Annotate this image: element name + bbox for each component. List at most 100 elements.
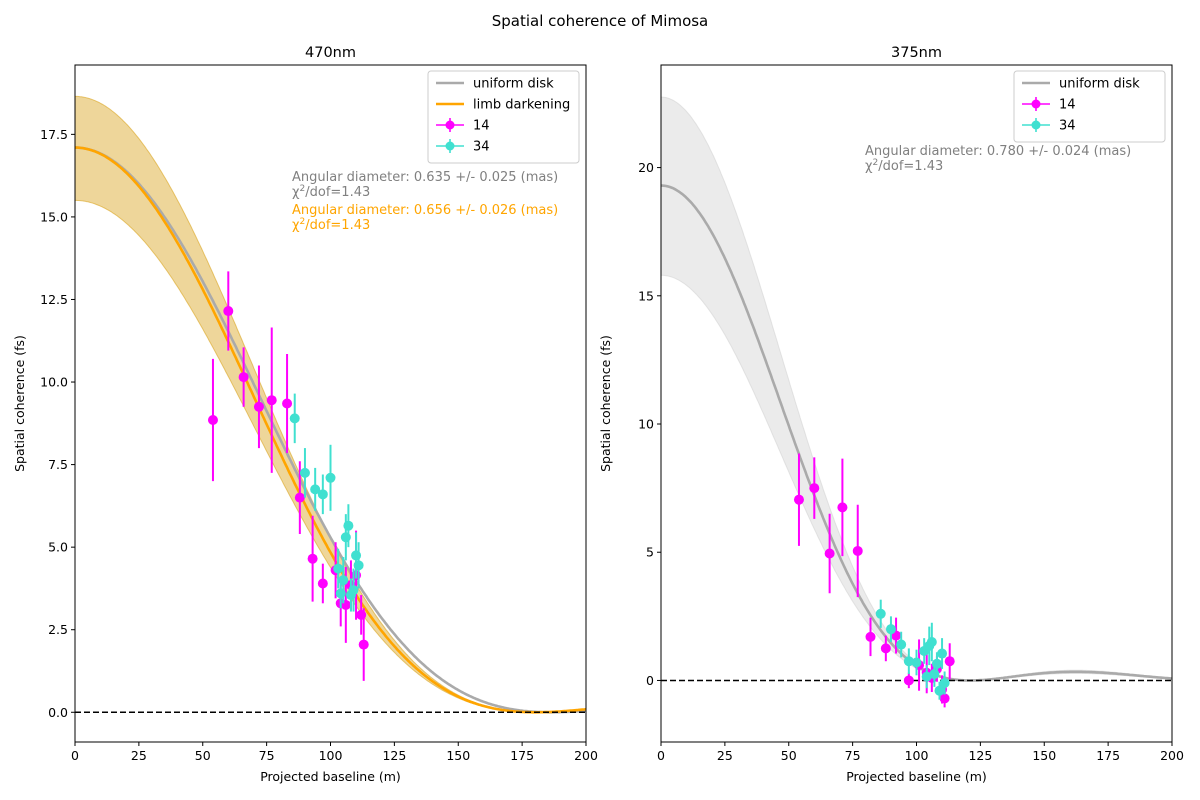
panel-2-xtick-label: 125	[968, 748, 992, 763]
panel-1-xtick-label: 25	[131, 748, 147, 763]
panel-1-data-point	[338, 575, 349, 586]
panel-1-annotation-diameter: Angular diameter: 0.656 +/- 0.026 (mas)	[292, 203, 558, 218]
panel-1-data-point	[353, 560, 364, 571]
panel-1-data-point	[325, 472, 336, 483]
panel-2-xtick-label: 200	[1160, 748, 1184, 763]
panel-2-data-point	[824, 548, 835, 559]
panel-1-xtick-label: 50	[195, 748, 211, 763]
panel-1-legend-swatch-marker	[445, 120, 455, 130]
panel-2-data-point	[944, 656, 955, 667]
panel-1-annotation-chi2: χ2/dof=1.43	[292, 184, 370, 200]
panel-1-data-point	[238, 372, 249, 383]
panel-2-plot-area	[661, 96, 1172, 708]
panel-2-data-point	[896, 639, 907, 650]
panel-1-data-point	[343, 520, 354, 531]
panel-1-legend-box	[427, 70, 580, 164]
panel-1-data-point	[348, 585, 359, 596]
panel-1-legend-label: limb darkening	[473, 98, 570, 113]
panel-1-data-point	[299, 467, 310, 478]
panel-2-data-point	[911, 657, 922, 668]
panel-1-xtick-label: 175	[510, 748, 534, 763]
panel-2-data-point	[875, 608, 886, 619]
panel-2-data-point	[903, 675, 914, 686]
panel-1-ytick-label: 10.0	[40, 375, 68, 390]
panel-2-annotation-diameter: Angular diameter: 0.780 +/- 0.024 (mas)	[865, 144, 1131, 159]
panel-2-xlabel: Projected baseline (m)	[846, 769, 987, 784]
panel-1-xtick-label: 75	[259, 748, 275, 763]
panel-2-ylabel: Spatial coherence (fs)	[598, 335, 613, 472]
panel-1-xtick-label: 200	[574, 748, 598, 763]
panel-1-data-point	[333, 563, 344, 574]
panel-1-data-point	[289, 413, 300, 424]
panel-2-xtick-label: 25	[717, 748, 733, 763]
panel-1-model-0	[75, 146, 586, 714]
panel-1-data-point	[223, 306, 234, 317]
panel-2-xtick-label: 175	[1096, 748, 1120, 763]
panel-2-series-34	[875, 599, 950, 700]
panel-2-xtick-label: 0	[657, 748, 665, 763]
panel-1-data-point	[266, 395, 277, 406]
panel-2-data-point	[903, 656, 914, 667]
panel-1-data-point	[294, 492, 305, 503]
panel-2-ytick-label: 5	[646, 545, 654, 560]
panel-1-data-point	[358, 639, 369, 650]
panel-2-data-point	[937, 648, 948, 659]
panel-1-model-1	[75, 146, 586, 714]
panel-1-data-point	[317, 489, 328, 500]
panel-1-xtick-label: 125	[382, 748, 406, 763]
panel-2: 0 25 50 75 100 125 150 175 200 0 5 10 15 20 375nm Proje…	[598, 45, 1184, 784]
panel-2-data-point	[931, 658, 942, 669]
panel-1-legend-label: uniform disk	[473, 77, 554, 92]
panel-1-band-1	[75, 95, 586, 713]
panel-2-data-point	[880, 643, 891, 654]
panel-2-xtick-label: 50	[781, 748, 797, 763]
panel-1-ytick-label: 15.0	[40, 209, 68, 224]
panel-1-xtick-label: 100	[319, 748, 343, 763]
panel-1-ytick-label: 12.5	[40, 292, 68, 307]
panel-2-legend-swatch-marker	[1031, 120, 1041, 130]
panel-1-annotation-diameter: Angular diameter: 0.635 +/- 0.025 (mas)	[292, 170, 558, 185]
panel-2-legend-box	[1013, 70, 1166, 143]
panel-1-ytick-label: 17.5	[40, 127, 68, 142]
panel-2-data-point	[921, 671, 932, 682]
panel-2-ytick-label: 10	[638, 417, 654, 432]
panel-1-plot-area	[75, 95, 586, 714]
panel-1-legend-label: 14	[473, 119, 490, 134]
panel-2-legend-label: 14	[1059, 98, 1076, 113]
panel-1-ytick-label: 0.0	[48, 705, 68, 720]
panel-2-data-point	[837, 502, 848, 513]
panel-2-xtick-label: 100	[905, 748, 929, 763]
panel-1-legend-swatch-marker	[445, 141, 455, 151]
panel-2-band-0	[661, 96, 1172, 682]
panel-1-title: 470nm	[305, 45, 356, 61]
panel-1-data-point	[310, 484, 321, 495]
panel-2-data-point	[852, 545, 863, 556]
panel-2-legend: uniform disk 14 34	[1013, 70, 1166, 143]
panel-1-data-point	[282, 398, 293, 409]
panel-2-ytick-label: 15	[638, 288, 654, 303]
panel-1-legend-label: 34	[473, 140, 490, 155]
panel-1-ytick-label: 7.5	[48, 457, 68, 472]
panel-2-data-point	[939, 678, 950, 689]
panel-2-data-point	[939, 693, 950, 704]
panel-2-data-point	[926, 636, 937, 647]
panel-1-data-point	[253, 401, 264, 412]
figure-title: Spatial coherence of Mimosa	[491, 12, 709, 30]
panel-1-annotation-chi2: χ2/dof=1.43	[292, 217, 370, 233]
panel-1-data-point	[207, 415, 218, 426]
panel-1-legend: uniform disk limb darkening 14 34	[427, 70, 580, 164]
panel-1-xtick-label: 0	[71, 748, 79, 763]
panel-2-legend-label: uniform disk	[1059, 77, 1140, 92]
panel-2-data-point	[793, 494, 804, 505]
panel-2-legend-label: 34	[1059, 119, 1076, 134]
panel-1-ytick-label: 2.5	[48, 622, 68, 637]
panel-1-data-point	[317, 578, 328, 589]
panel-1-ytick-label: 5.0	[48, 540, 68, 555]
panel-2-data-point	[934, 685, 945, 696]
panel-1-data-point	[307, 553, 318, 564]
panel-1: 0 25 50 75 100 125 150 175 200 0.0 2.5 5.0 7.5 10.0 12…	[12, 45, 598, 784]
panel-1-series-34	[289, 393, 364, 612]
panel-2-data-point	[809, 483, 820, 494]
panel-2-annotation-chi2: χ2/dof=1.43	[865, 158, 943, 174]
panel-2-data-point	[885, 624, 896, 635]
